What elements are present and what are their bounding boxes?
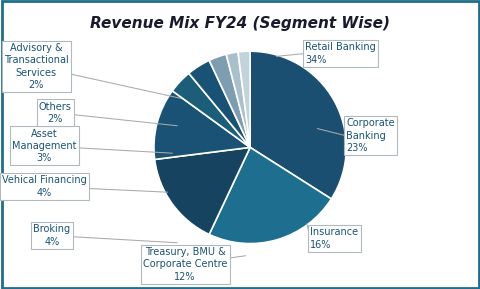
Wedge shape bbox=[209, 54, 250, 147]
Wedge shape bbox=[189, 60, 250, 147]
Text: Corporate
Banking
23%: Corporate Banking 23% bbox=[346, 118, 394, 153]
Wedge shape bbox=[172, 73, 250, 147]
Text: Retail Banking
34%: Retail Banking 34% bbox=[305, 42, 375, 65]
Text: Revenue Mix FY24 (Segment Wise): Revenue Mix FY24 (Segment Wise) bbox=[90, 16, 390, 31]
Text: Vehical Financing
4%: Vehical Financing 4% bbox=[2, 175, 86, 198]
Wedge shape bbox=[209, 147, 331, 244]
Text: Treasury, BMU &
Corporate Centre
12%: Treasury, BMU & Corporate Centre 12% bbox=[143, 247, 227, 282]
Text: Insurance
16%: Insurance 16% bbox=[310, 227, 358, 250]
Text: Asset
Management
3%: Asset Management 3% bbox=[12, 129, 76, 163]
Wedge shape bbox=[226, 52, 250, 147]
Wedge shape bbox=[155, 147, 250, 234]
Text: Others
2%: Others 2% bbox=[39, 101, 72, 124]
Text: Broking
4%: Broking 4% bbox=[33, 224, 71, 247]
Wedge shape bbox=[238, 51, 250, 147]
Wedge shape bbox=[250, 51, 346, 199]
Wedge shape bbox=[154, 91, 250, 160]
Text: Advisory &
Transactional
Services
2%: Advisory & Transactional Services 2% bbox=[4, 43, 68, 90]
